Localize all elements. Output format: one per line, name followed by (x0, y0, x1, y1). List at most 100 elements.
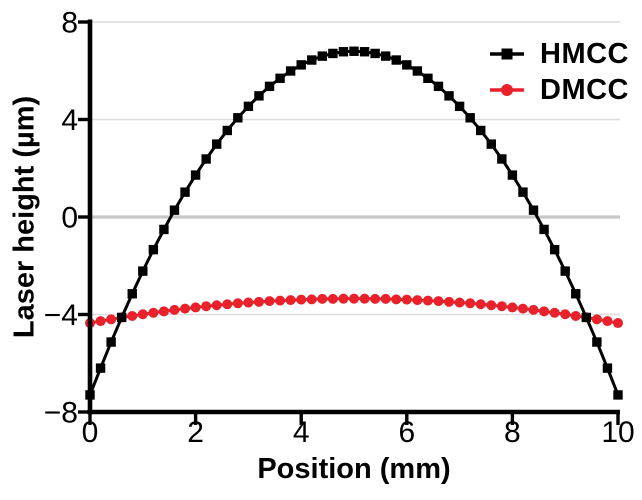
hmcc-marker (465, 113, 475, 123)
hmcc-marker (380, 51, 391, 61)
hmcc-marker (254, 91, 264, 101)
hmcc-marker (539, 224, 549, 235)
dmcc-marker (190, 302, 201, 313)
dmcc-marker (338, 293, 349, 304)
hmcc-marker (95, 363, 106, 373)
hmcc-marker (349, 46, 359, 56)
x-tick-label-2: 2 (187, 416, 204, 449)
dmcc-marker (370, 293, 381, 304)
legend-item-hmcc: HMCC (489, 36, 629, 72)
hmcc-marker (285, 66, 296, 76)
hmcc-marker (423, 73, 433, 84)
dmcc-marker (137, 309, 148, 320)
dmcc-marker (95, 316, 106, 327)
hmcc-marker (560, 266, 570, 276)
legend-item-dmcc: DMCC (489, 72, 629, 108)
dmcc-marker (127, 310, 138, 321)
hmcc-marker (243, 101, 254, 112)
hmcc-line-square-marker-icon (490, 48, 524, 60)
dmcc-marker (613, 318, 623, 329)
dmcc-marker (359, 293, 370, 304)
hmcc-marker (507, 170, 518, 180)
dmcc-marker (591, 314, 602, 325)
y-tick-label-0: 0 (61, 202, 78, 235)
hmcc-marker (359, 47, 370, 57)
dmcc-marker (539, 306, 550, 317)
legend-label-hmcc: HMCC (540, 37, 629, 70)
dmcc-marker (412, 295, 423, 306)
hmcc-marker (180, 187, 190, 197)
x-tick-label-6: 6 (398, 416, 415, 449)
hmcc-marker (233, 113, 243, 123)
dmcc-marker (475, 299, 486, 310)
x-tick-label-4: 4 (293, 416, 310, 449)
hmcc-marker (571, 289, 581, 299)
dmcc-marker (528, 304, 539, 315)
dmcc-marker (306, 294, 317, 305)
hmcc-marker (307, 55, 317, 65)
dmcc-marker (180, 303, 191, 314)
hmcc-marker (338, 47, 349, 57)
dmcc-marker (211, 300, 222, 311)
dmcc-marker (517, 303, 528, 314)
x-tick-label-10: 10 (601, 416, 634, 449)
dmcc-marker (253, 296, 264, 307)
dmcc-marker (465, 298, 476, 309)
hmcc-marker (486, 139, 496, 149)
hmcc-marker (264, 81, 275, 92)
hmcc-marker (549, 244, 560, 255)
legend-label-dmcc: DMCC (540, 73, 629, 106)
dmcc-marker (264, 296, 275, 307)
dmcc-marker (560, 309, 571, 320)
hmcc-marker (275, 73, 285, 84)
dmcc-marker (201, 301, 212, 312)
legend: HMCC DMCC (489, 36, 629, 108)
hmcc-marker (328, 48, 338, 59)
hmcc-marker (391, 55, 401, 65)
hmcc-marker (476, 125, 486, 136)
dmcc-marker (454, 297, 465, 308)
hmcc-marker (402, 60, 412, 70)
dmcc-marker (222, 299, 233, 310)
hmcc-marker (212, 139, 222, 149)
hmcc-marker (370, 48, 380, 59)
hmcc-marker (497, 154, 507, 164)
dmcc-marker (106, 314, 117, 325)
x-tick-label-0: 0 (82, 416, 99, 449)
y-tick-label--4: −4 (44, 299, 78, 332)
hmcc-marker (169, 205, 180, 215)
hmcc-marker (127, 289, 137, 299)
dmcc-marker (391, 294, 402, 305)
hmcc-marker (116, 312, 127, 323)
dmcc-marker (296, 294, 307, 305)
hmcc-marker (159, 224, 169, 235)
dmcc-marker (275, 295, 286, 306)
dmcc-marker (507, 302, 518, 313)
dmcc-marker (444, 296, 455, 307)
hmcc-marker (138, 266, 148, 276)
dmcc-marker (549, 307, 560, 318)
dmcc-line-circle-marker-icon (490, 84, 524, 96)
hmcc-marker (412, 66, 423, 76)
hmcc-marker (148, 244, 159, 255)
dmcc-marker (232, 298, 243, 309)
hmcc-marker (190, 170, 201, 180)
y-tick-label-4: 4 (61, 104, 78, 137)
hmcc-marker (433, 81, 444, 92)
dmcc-marker (433, 296, 444, 307)
x-axis-title: Position (mm) (257, 453, 451, 485)
hmcc-marker (528, 205, 539, 215)
x-tick-label-8: 8 (504, 416, 521, 449)
hmcc-marker (454, 101, 465, 112)
dmcc-marker (169, 304, 180, 315)
hmcc-marker (518, 187, 528, 197)
y-tick-label-8: 8 (61, 7, 78, 40)
hmcc-marker (581, 312, 592, 323)
dmcc-marker (148, 307, 159, 318)
dmcc-marker (380, 293, 391, 304)
dmcc-marker (327, 293, 338, 304)
hmcc-marker (106, 337, 116, 347)
dmcc-marker (349, 293, 359, 304)
